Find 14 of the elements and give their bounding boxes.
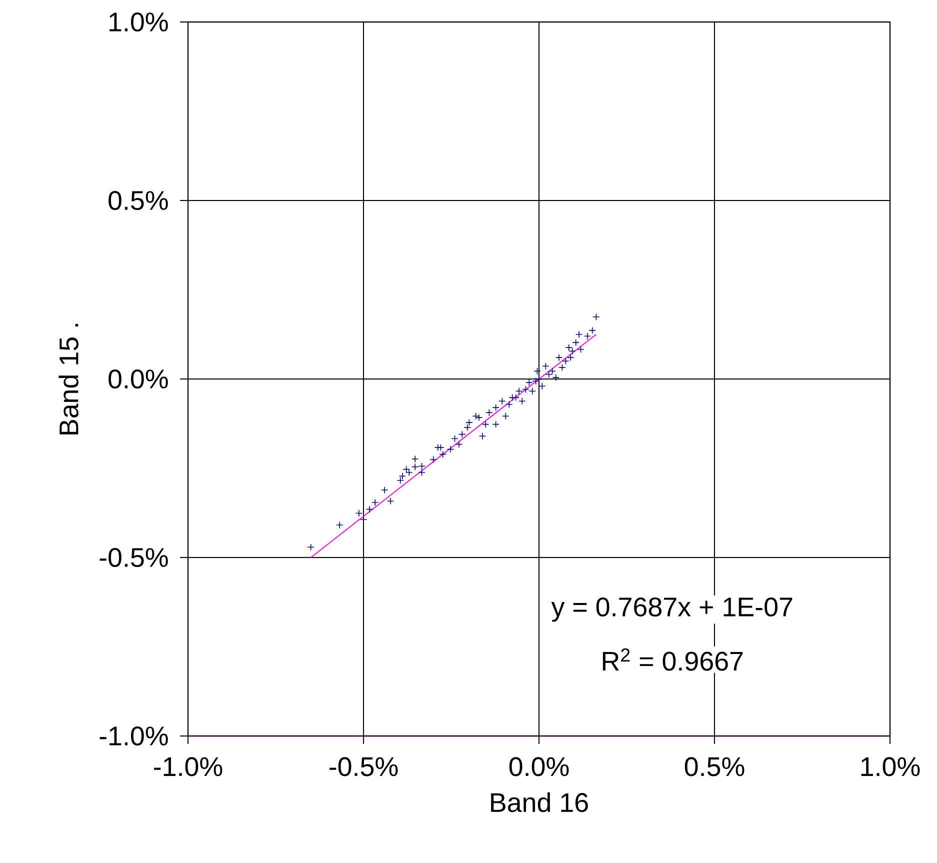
x-tick-label: 1.0% xyxy=(861,757,920,776)
y-tick-label: -1.0% xyxy=(100,726,168,746)
y-tick-label: 0.0% xyxy=(108,369,168,389)
x-tick-label: -0.5% xyxy=(330,757,398,776)
x-tick-label: -1.0% xyxy=(154,757,222,776)
x-tick-label: 0.5% xyxy=(684,757,744,776)
y-axis-title: Band 15 . xyxy=(58,324,78,434)
x-axis-title: Band 16 xyxy=(491,792,588,812)
x-tick-label: 0.0% xyxy=(509,757,569,776)
y-tick-label: 0.5% xyxy=(108,190,168,210)
y-tick-label: -0.5% xyxy=(100,548,168,568)
y-tick-label: 1.0% xyxy=(110,12,168,32)
annotation: y = 0.7687x + 1E-07 xyxy=(551,597,792,622)
annotation: R$^{2}$ = 0.9667 xyxy=(602,648,743,671)
